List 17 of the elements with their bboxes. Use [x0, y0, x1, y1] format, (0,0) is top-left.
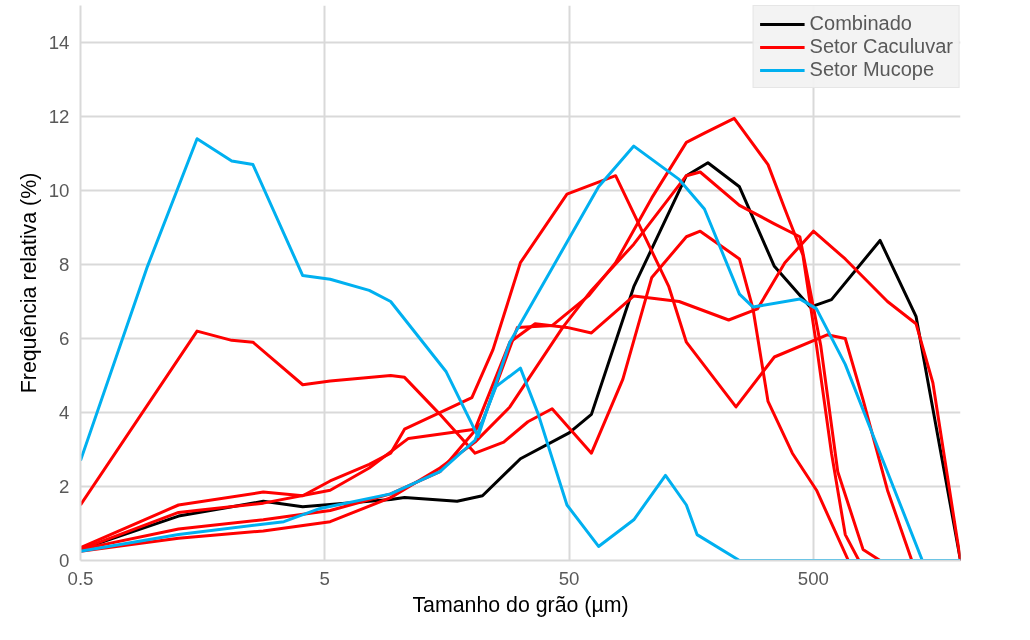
- y-tick-label: 2: [59, 476, 70, 497]
- legend-label: Setor Caculuvar: [809, 35, 953, 58]
- y-axis-title: Frequência relativa (%): [16, 172, 41, 394]
- x-tick-label: 500: [797, 567, 829, 589]
- y-tick-label: 6: [59, 328, 70, 349]
- y-tick-label: 4: [59, 402, 70, 423]
- x-axis-title: Tamanho do grão (µm): [412, 592, 629, 617]
- y-tick-label: 10: [48, 180, 70, 201]
- legend-label: Combinado: [809, 12, 912, 35]
- x-tick-label: 50: [558, 567, 580, 589]
- y-tick-label: 8: [59, 254, 70, 275]
- y-tick-label: 0: [59, 550, 70, 571]
- legend-label: Setor Mucope: [809, 58, 935, 81]
- y-tick-label: 12: [48, 106, 70, 127]
- x-tick-label: 0.5: [67, 567, 94, 589]
- y-tick-label: 14: [48, 32, 70, 53]
- x-tick-label: 5: [319, 567, 331, 589]
